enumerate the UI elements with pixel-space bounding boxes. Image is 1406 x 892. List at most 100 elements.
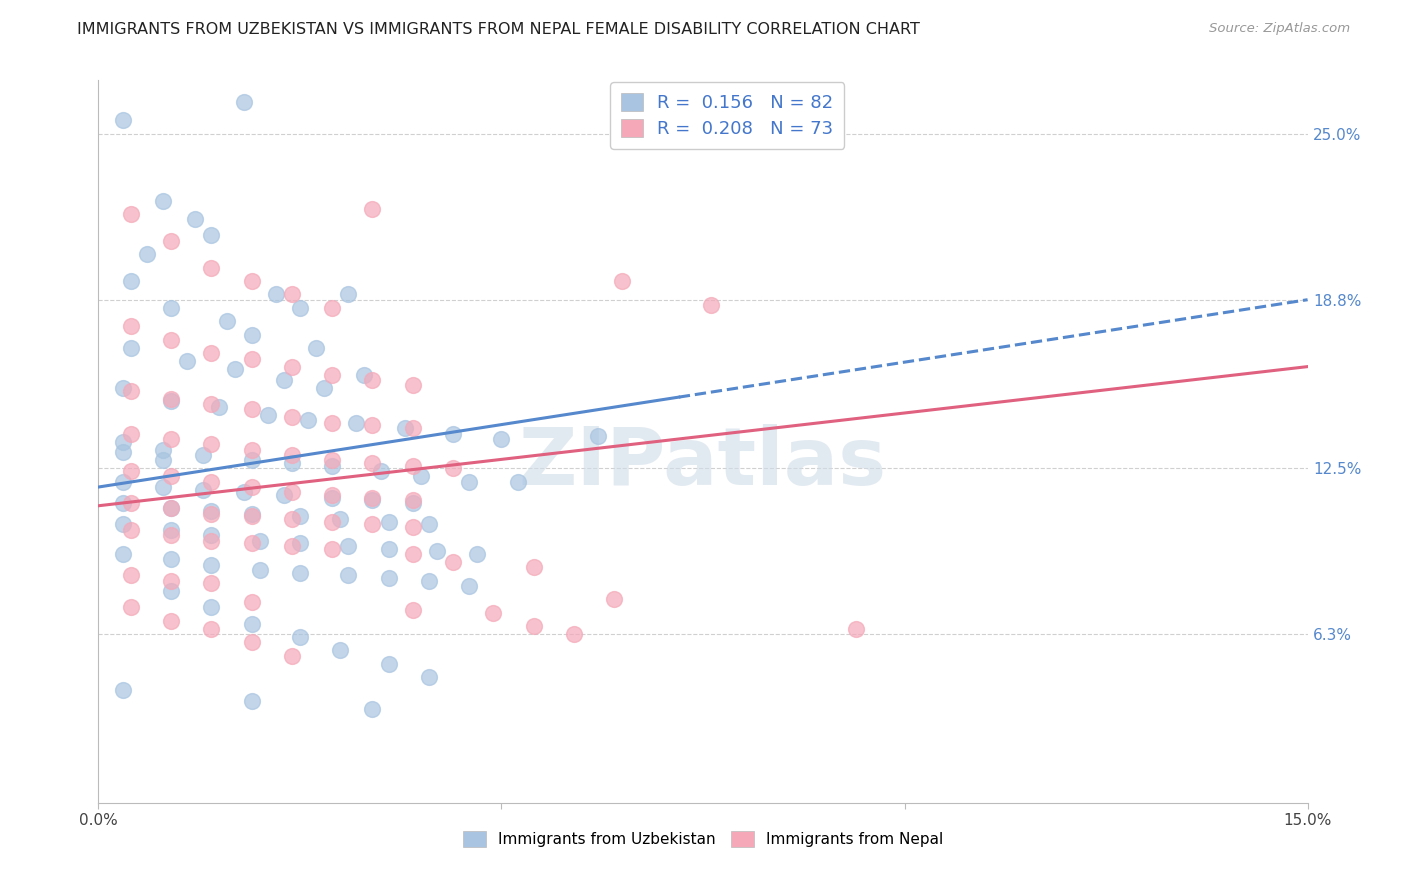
Point [426,544,449,558]
Point [264,287,287,301]
Point [458,579,481,593]
Point [135,247,157,261]
Point [160,523,183,537]
Point [120,384,142,398]
Point [402,520,425,534]
Point [353,368,375,382]
Point [321,515,343,529]
Point [321,458,343,473]
Point [120,426,142,441]
Point [288,566,311,580]
Point [120,496,142,510]
Point [200,475,222,489]
Point [409,469,432,483]
Point [240,616,263,631]
Point [329,643,352,657]
Point [361,418,384,433]
Point [281,512,304,526]
Point [160,501,183,516]
Point [321,488,343,502]
Point [402,547,425,561]
Point [160,333,183,347]
Point [200,228,222,243]
Point [160,394,183,409]
Point [402,421,425,435]
Point [418,670,440,684]
Point [377,515,399,529]
Point [288,630,311,644]
Point [361,202,384,216]
Point [240,351,263,366]
Point [152,442,174,457]
Point [491,432,513,446]
Point [273,488,295,502]
Point [418,574,440,588]
Point [240,480,263,494]
Point [120,319,142,334]
Point [240,536,263,550]
Point [200,528,222,542]
Point [200,437,222,451]
Point [240,509,263,524]
Point [200,622,222,636]
Point [441,426,464,441]
Point [200,507,222,521]
Point [232,485,254,500]
Point [305,341,328,355]
Point [288,509,311,524]
Point [612,274,634,288]
Point [240,694,263,708]
Point [152,453,174,467]
Point [402,458,425,473]
Point [361,456,384,470]
Point [344,416,367,430]
Point [200,600,222,615]
Point [377,657,399,671]
Point [160,432,183,446]
Point [200,260,222,275]
Point [240,327,263,342]
Point [281,648,304,663]
Point [160,501,183,516]
Point [603,592,626,607]
Text: ZIPatlas: ZIPatlas [519,425,887,502]
Point [297,413,319,427]
Point [361,493,384,508]
Point [152,194,174,208]
Point [111,547,134,561]
Point [240,595,263,609]
Point [152,480,174,494]
Point [402,493,425,508]
Point [441,461,464,475]
Point [321,368,343,382]
Point [176,354,198,368]
Point [321,541,343,556]
Point [281,410,304,425]
Point [111,517,134,532]
Point [160,584,183,599]
Point [160,614,183,628]
Point [281,448,304,462]
Point [370,464,392,478]
Point [240,453,263,467]
Point [240,442,263,457]
Point [288,301,311,315]
Point [120,523,142,537]
Point [160,392,183,406]
Point [160,552,183,566]
Point [111,496,134,510]
Point [329,512,352,526]
Point [361,491,384,505]
Point [288,536,311,550]
Point [111,381,134,395]
Point [249,533,271,548]
Point [377,571,399,585]
Point [523,619,546,633]
Point [337,539,360,553]
Point [523,560,546,574]
Point [458,475,481,489]
Point [200,576,222,591]
Point [240,402,263,417]
Point [281,539,304,553]
Point [120,274,142,288]
